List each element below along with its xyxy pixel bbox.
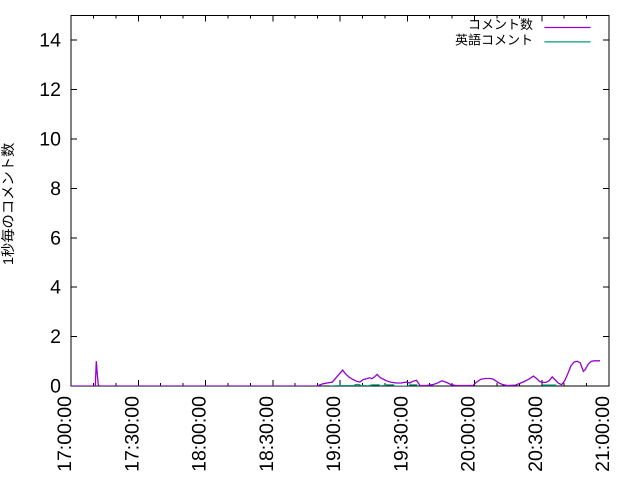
svg-text:18:30:00: 18:30:00 xyxy=(256,396,278,472)
svg-text:12: 12 xyxy=(39,79,61,101)
svg-text:英語コメント: 英語コメント xyxy=(455,33,533,48)
svg-text:20:30:00: 20:30:00 xyxy=(525,396,547,472)
svg-text:17:30:00: 17:30:00 xyxy=(121,396,143,472)
svg-text:0: 0 xyxy=(50,376,61,398)
svg-text:8: 8 xyxy=(50,178,61,200)
svg-text:21:00:00: 21:00:00 xyxy=(592,396,614,472)
svg-text:10: 10 xyxy=(39,128,61,150)
svg-text:2: 2 xyxy=(50,326,61,348)
svg-text:20:00:00: 20:00:00 xyxy=(458,396,480,472)
svg-text:4: 4 xyxy=(50,277,61,299)
svg-text:1秒毎のコメント数: 1秒毎のコメント数 xyxy=(0,143,17,265)
svg-text:17:00:00: 17:00:00 xyxy=(54,396,76,472)
svg-text:コメント数: コメント数 xyxy=(468,17,533,32)
svg-text:14: 14 xyxy=(39,30,61,52)
svg-text:19:00:00: 19:00:00 xyxy=(323,396,345,472)
svg-text:18:00:00: 18:00:00 xyxy=(189,396,211,472)
svg-text:19:30:00: 19:30:00 xyxy=(390,396,412,472)
svg-text:6: 6 xyxy=(50,227,61,249)
